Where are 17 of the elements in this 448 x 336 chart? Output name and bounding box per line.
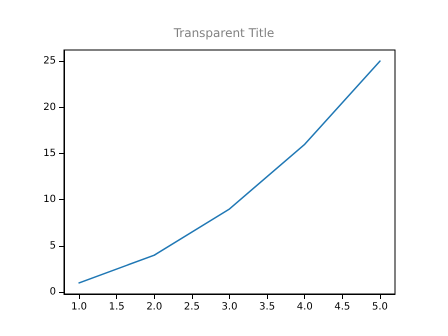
chart-title: Transparent Title xyxy=(172,26,274,40)
y-tick-label: 0 xyxy=(50,286,56,298)
y-tick-label: 25 xyxy=(43,56,56,67)
x-tick-label: 5.0 xyxy=(372,302,388,312)
x-tick-label: 4.0 xyxy=(296,302,313,312)
x-tick-label: 1.5 xyxy=(108,302,125,312)
x-tick-label: 1.0 xyxy=(71,302,87,312)
x-tick-label: 2.0 xyxy=(146,302,162,312)
x-tick-label: 3.0 xyxy=(222,302,238,312)
x-tick-label: 2.5 xyxy=(184,302,200,312)
y-tick-label: 20 xyxy=(43,102,56,113)
line-series xyxy=(78,60,381,284)
y-tick-label: 10 xyxy=(43,194,56,206)
y-tick-label: 15 xyxy=(43,148,56,160)
x-tick-label: 3.5 xyxy=(259,302,276,312)
y-tick-label: 5 xyxy=(50,240,56,252)
x-tick-label: 4.5 xyxy=(334,302,350,312)
